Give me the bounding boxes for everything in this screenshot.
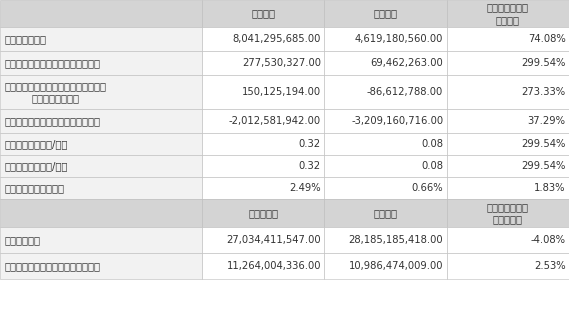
Bar [324,227,447,253]
Bar [324,155,447,177]
Text: 归属于上市公司股东的净资产（元）: 归属于上市公司股东的净资产（元） [5,261,101,271]
Text: 8,041,295,685.00: 8,041,295,685.00 [233,34,321,44]
Text: 273.33%: 273.33% [521,87,566,97]
Text: 经营活动产生的现金流量净额（元）: 经营活动产生的现金流量净额（元） [5,116,101,126]
Text: 0.08: 0.08 [421,139,443,149]
Text: 69,462,263.00: 69,462,263.00 [370,58,443,68]
Bar [0,27,202,51]
Bar [447,109,569,133]
Bar [202,75,324,109]
Text: 0.32: 0.32 [299,139,321,149]
Text: 本报告期末比上
年度末增减: 本报告期末比上 年度末增减 [487,202,529,224]
Text: 10,986,474,009.00: 10,986,474,009.00 [349,261,443,271]
Bar [324,109,447,133]
Text: 11,264,004,336.00: 11,264,004,336.00 [226,261,321,271]
Text: 稀释每股收益（元/股）: 稀释每股收益（元/股） [5,161,68,171]
Bar [202,0,324,27]
Bar [447,27,569,51]
Text: 74.08%: 74.08% [528,34,566,44]
Text: -2,012,581,942.00: -2,012,581,942.00 [229,116,321,126]
Bar [447,253,569,279]
Bar [202,227,324,253]
Bar [202,155,324,177]
Bar [202,109,324,133]
Text: 299.54%: 299.54% [521,139,566,149]
Text: 归属于上市公司股东的扣除非经常性损
益的净利润（元）: 归属于上市公司股东的扣除非经常性损 益的净利润（元） [5,81,106,103]
Bar [324,0,447,27]
Bar [0,253,202,279]
Text: -3,209,160,716.00: -3,209,160,716.00 [351,116,443,126]
Text: 4,619,180,560.00: 4,619,180,560.00 [355,34,443,44]
Bar [324,51,447,75]
Text: 本报告期末: 本报告期末 [248,208,278,218]
Bar [324,75,447,109]
Text: 营业收入（元）: 营业收入（元） [5,34,47,44]
Text: 0.32: 0.32 [299,161,321,171]
Bar [0,155,202,177]
Bar [324,27,447,51]
Bar [0,109,202,133]
Text: 27,034,411,547.00: 27,034,411,547.00 [226,235,321,245]
Bar [0,75,202,109]
Text: 28,185,185,418.00: 28,185,185,418.00 [349,235,443,245]
Bar [202,51,324,75]
Text: 299.54%: 299.54% [521,161,566,171]
Text: 299.54%: 299.54% [521,58,566,68]
Text: 0.08: 0.08 [421,161,443,171]
Text: 1.83%: 1.83% [534,183,566,193]
Text: 277,530,327.00: 277,530,327.00 [242,58,321,68]
Bar [447,177,569,199]
Bar [447,0,569,27]
Bar [0,227,202,253]
Text: 本报告期: 本报告期 [251,8,275,19]
Text: 37.29%: 37.29% [527,116,566,126]
Bar [447,199,569,227]
Bar [447,227,569,253]
Bar [0,51,202,75]
Text: 上年度末: 上年度末 [373,208,398,218]
Bar [202,177,324,199]
Text: 加权平均净资产收益率: 加权平均净资产收益率 [5,183,64,193]
Bar [0,177,202,199]
Bar [324,199,447,227]
Bar [324,177,447,199]
Text: -86,612,788.00: -86,612,788.00 [367,87,443,97]
Bar [202,253,324,279]
Text: 2.53%: 2.53% [534,261,566,271]
Bar [324,133,447,155]
Text: 归属于上市公司股东的净利润（元）: 归属于上市公司股东的净利润（元） [5,58,101,68]
Text: 0.66%: 0.66% [411,183,443,193]
Text: 上年同期: 上年同期 [373,8,398,19]
Text: 2.49%: 2.49% [289,183,321,193]
Bar [0,199,202,227]
Text: 150,125,194.00: 150,125,194.00 [242,87,321,97]
Bar [447,133,569,155]
Bar [0,133,202,155]
Text: 基本每股收益（元/股）: 基本每股收益（元/股） [5,139,68,149]
Bar [447,155,569,177]
Bar [447,75,569,109]
Bar [202,133,324,155]
Bar [324,253,447,279]
Bar [0,0,202,27]
Text: 本报告期比上年
同期增减: 本报告期比上年 同期增减 [487,2,529,25]
Text: 总资产（元）: 总资产（元） [5,235,40,245]
Bar [202,27,324,51]
Bar [447,51,569,75]
Text: -4.08%: -4.08% [530,235,566,245]
Bar [202,199,324,227]
